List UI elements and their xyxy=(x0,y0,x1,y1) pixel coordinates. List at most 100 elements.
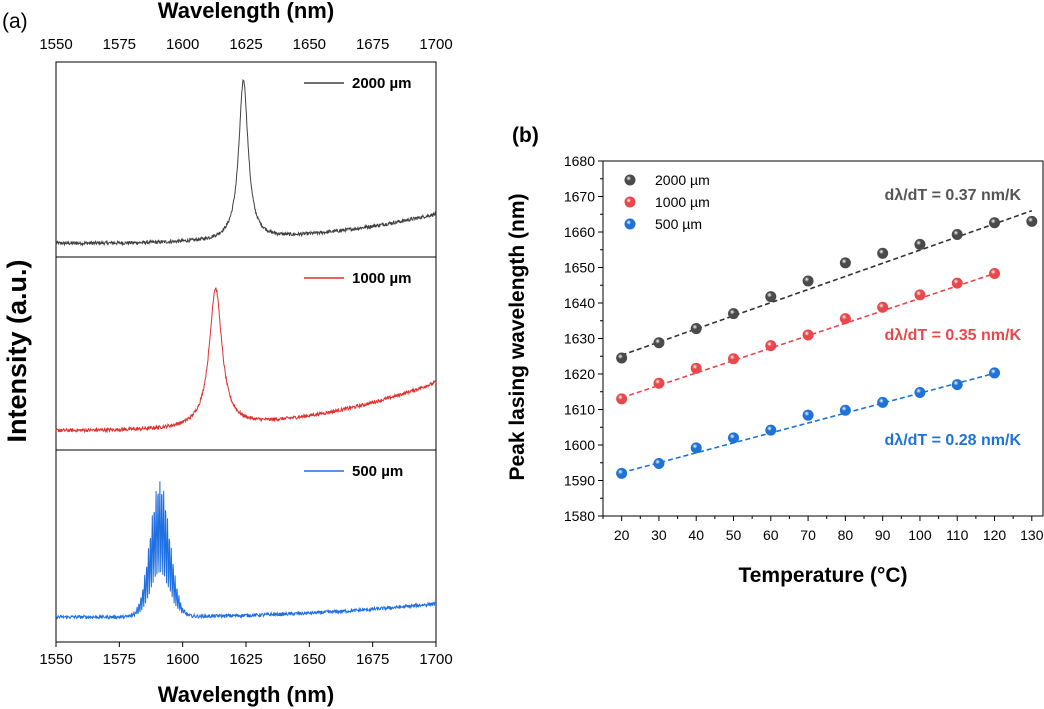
data-point xyxy=(765,424,777,436)
b-y-tick-label: 1600 xyxy=(564,437,595,453)
panel-b-axes: 1580 1590 1600 1610 1620 1630 1640 1650 1660 1670… xyxy=(564,153,1044,543)
b-y-tick-label: 1680 xyxy=(564,153,595,169)
b-legend-marker xyxy=(624,174,636,186)
panel-a-label: (a) xyxy=(2,10,28,33)
data-point xyxy=(690,362,702,374)
b-y-tick-label: 1630 xyxy=(564,331,595,347)
b-legend-label: 1000 µm xyxy=(655,194,710,210)
spectrum-trace xyxy=(55,78,437,247)
data-point xyxy=(989,217,1001,229)
b-y-tick-label: 1590 xyxy=(564,473,595,489)
b-legend-label: 2000 µm xyxy=(655,172,710,188)
b-y-tick-label: 1650 xyxy=(564,260,595,276)
data-point xyxy=(690,442,702,454)
spectrum-subplot-1000um: 1000 µm xyxy=(55,256,437,451)
data-point xyxy=(1026,215,1038,227)
b-legend-marker xyxy=(624,218,636,230)
a-bottom-tick-label: 1700 xyxy=(419,651,452,668)
data-point xyxy=(989,367,1001,379)
a-legend-label: 1000 µm xyxy=(352,270,412,287)
spectrum-subplot-2000um: 2000 µm xyxy=(55,61,437,258)
b-y-tick-label: 1640 xyxy=(564,295,595,311)
a-bottom-tick-label: 1600 xyxy=(166,651,199,668)
slope-annotation: dλ/dT = 0.35 nm/K xyxy=(885,327,1022,344)
data-point xyxy=(653,377,665,389)
slope-annotation: dλ/dT = 0.28 nm/K xyxy=(885,432,1022,449)
b-x-tick-label: 20 xyxy=(614,527,630,543)
b-y-tick-label: 1610 xyxy=(564,402,595,418)
b-y-tick-label: 1620 xyxy=(564,366,595,382)
a-bottom-tick-label: 1650 xyxy=(293,651,326,668)
b-x-tick-label: 30 xyxy=(651,527,667,543)
spectrum-subplot-500um: 500 µm xyxy=(55,449,437,643)
b-x-tick-label: 90 xyxy=(875,527,891,543)
a-legend-label: 2000 µm xyxy=(352,75,412,92)
fit-line xyxy=(621,372,995,474)
data-point xyxy=(877,301,889,313)
panel-b-annotations: dλ/dT = 0.37 nm/K dλ/dT = 0.35 nm/K dλ/dT … xyxy=(885,187,1022,449)
data-point xyxy=(839,404,851,416)
a-top-tick-label: 1650 xyxy=(293,36,326,53)
spectrum-trace xyxy=(55,481,437,621)
panel-b-xlabel: Temperature (°C) xyxy=(738,564,907,587)
a-bottom-tick-label: 1675 xyxy=(356,651,389,668)
b-y-tick-label: 1660 xyxy=(564,224,595,240)
data-point xyxy=(914,386,926,398)
subplot-frame xyxy=(55,449,437,643)
a-top-tick-label: 1550 xyxy=(39,36,72,53)
b-x-tick-label: 50 xyxy=(726,527,742,543)
b-x-tick-label: 130 xyxy=(1020,527,1044,543)
data-point xyxy=(951,228,963,240)
data-point xyxy=(951,379,963,391)
panel-a-bottom-xlabel: Wavelength (nm) xyxy=(158,682,334,707)
data-point xyxy=(802,275,814,287)
a-bottom-tick-label: 1575 xyxy=(103,651,136,668)
b-x-tick-label: 120 xyxy=(983,527,1007,543)
a-bottom-tick-label: 1625 xyxy=(229,651,262,668)
a-top-tick-label: 1675 xyxy=(356,36,389,53)
data-point xyxy=(616,467,628,479)
data-point xyxy=(802,409,814,421)
panel-b-ylabel: Peak lasing wavelength (nm) xyxy=(506,193,529,480)
data-point xyxy=(690,323,702,335)
panel-a-top-xlabel: Wavelength (nm) xyxy=(158,0,334,23)
b-legend-label: 500 µm xyxy=(655,216,702,232)
b-x-tick-label: 70 xyxy=(800,527,816,543)
spectrum-trace xyxy=(55,287,437,434)
data-point xyxy=(802,329,814,341)
data-point xyxy=(653,457,665,469)
data-point xyxy=(728,353,740,365)
data-point xyxy=(839,257,851,269)
a-top-tick-label: 1600 xyxy=(166,36,199,53)
b-x-tick-label: 80 xyxy=(838,527,854,543)
data-point xyxy=(728,308,740,320)
a-legend-label: 500 µm xyxy=(352,463,403,480)
slope-annotation: dλ/dT = 0.37 nm/K xyxy=(885,187,1022,204)
b-y-tick-label: 1580 xyxy=(564,508,595,524)
panel-b-points xyxy=(616,215,1038,479)
a-top-tick-label: 1575 xyxy=(103,36,136,53)
a-top-tick-label: 1625 xyxy=(229,36,262,53)
b-x-tick-label: 60 xyxy=(763,527,779,543)
data-point xyxy=(877,396,889,408)
data-point xyxy=(914,289,926,301)
panel-b-label: (b) xyxy=(512,124,539,147)
data-point xyxy=(616,352,628,364)
panel-a: (a) Wavelength (nm) Wavelength (nm) Inte… xyxy=(2,0,453,707)
b-x-tick-label: 40 xyxy=(688,527,704,543)
data-point xyxy=(951,277,963,289)
a-bottom-tick-label: 1550 xyxy=(39,651,72,668)
data-point xyxy=(616,393,628,405)
data-point xyxy=(839,313,851,325)
data-point xyxy=(877,247,889,259)
panel-a-bottom-ticks: 1550 1575 1600 1625 1650 1675 1700 xyxy=(39,642,453,668)
data-point xyxy=(765,340,777,352)
data-point xyxy=(653,337,665,349)
data-point xyxy=(989,268,1001,280)
panel-b-legend: 2000 µm 1000 µm 500 µm xyxy=(624,172,710,232)
b-x-tick-label: 110 xyxy=(946,527,969,543)
data-point xyxy=(728,432,740,444)
data-point xyxy=(914,238,926,250)
panel-b: (b) Temperature (°C) Peak lasing wavelen… xyxy=(506,124,1044,587)
